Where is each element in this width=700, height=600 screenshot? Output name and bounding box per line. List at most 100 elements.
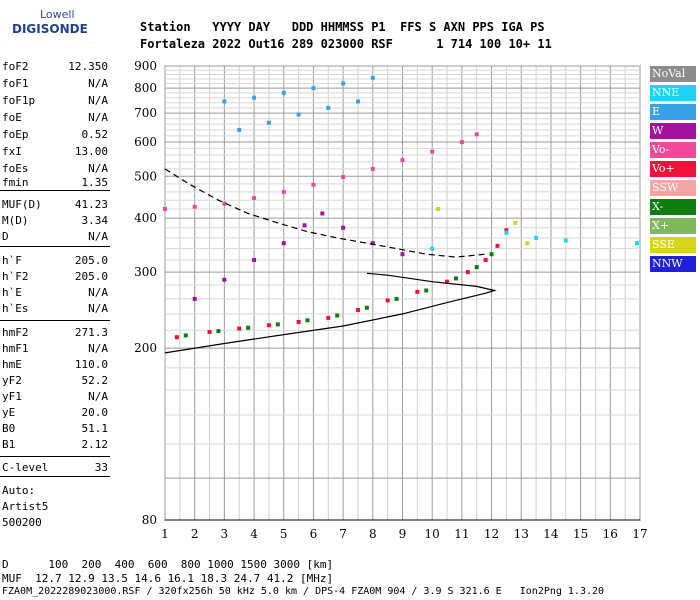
param-row: B0 51.1 [2,422,108,440]
param-row: D N/A [2,230,108,248]
data-point [311,86,316,91]
param-name: hmF2 [2,326,29,339]
param-name: B0 [2,422,16,435]
param-row: hmE 110.0 [2,358,108,376]
param-separator-5 [0,476,110,477]
param-name: foEs [2,162,29,175]
param-name: h`F [2,254,22,267]
data-point [281,189,286,194]
param-row: hmF1 N/A [2,342,108,360]
param-name: foF1p [2,94,36,107]
data-point [341,81,346,86]
x-tick-label: 6 [310,527,318,541]
param-row: C-level 33 [2,461,108,479]
x-tick-label: 2 [191,527,199,541]
param-value: 1.35 [81,176,109,189]
x-tick-label: 3 [221,527,229,541]
param-value: 205.0 [74,270,108,283]
param-name: foEp [2,128,29,141]
data-point [504,228,509,233]
param-value: N/A [88,162,108,175]
param-name: C-level [2,461,49,474]
footer-distance-row: D 100 200 400 600 800 1000 1500 3000 [km… [2,558,334,571]
param-name: h`F2 [2,270,29,283]
x-tick-label: 13 [514,527,529,541]
footer-file-info: FZA0M_2022289023000.RSF / 320fx256h 50 k… [2,586,605,597]
x-tick-label: 7 [339,527,347,541]
logo-digisonde-text: DIGISONDE [12,22,88,36]
param-value: N/A [88,111,108,124]
param-name: M(D) [2,214,29,227]
param-row: foEs N/A [2,162,108,180]
data-point [445,279,450,284]
legend-item: NNW [650,256,696,272]
param-row: foEp 0.52 [2,128,108,146]
param-row: MUF(D) 41.23 [2,198,108,216]
data-point [525,241,530,246]
data-point [370,75,375,80]
y-tick-label: 800 [134,81,157,95]
auto-label: Auto: [2,484,36,497]
data-point [341,225,346,230]
data-point [495,243,500,248]
param-value: 12.350 [68,60,108,73]
param-row: h`E N/A [2,286,108,304]
param-value: 51.1 [81,422,109,435]
x-tick-label: 4 [250,527,258,541]
data-point [222,277,227,282]
param-separator-2 [0,246,110,247]
data-point [385,298,390,303]
data-point [222,99,227,104]
data-point [192,296,197,301]
param-name: MUF(D) [2,198,42,211]
param-name: fmin [2,176,29,189]
legend-item: SSE [650,237,696,253]
param-row: foF1p N/A [2,94,108,112]
x-tick-label: 5 [280,527,288,541]
data-point [326,315,331,320]
param-name: fxI [2,145,22,158]
x-tick-label: 9 [399,527,407,541]
param-value: 52.2 [81,374,109,387]
param-value: 2.12 [81,438,109,451]
x-tick-label: 16 [603,527,618,541]
data-point [207,329,212,334]
x-tick-label: 17 [632,527,647,541]
param-separator-1 [0,190,110,191]
param-name: foE [2,111,22,124]
param-value: N/A [88,302,108,315]
param-name: foF1 [2,77,29,90]
y-tick-label: 600 [134,135,157,149]
param-value: 110.0 [74,358,108,371]
data-point [296,112,301,117]
legend-item: Vo+ [650,161,696,177]
data-point [504,230,509,235]
param-name: hmF1 [2,342,29,355]
param-value: N/A [88,286,108,299]
param-row: yE 20.0 [2,406,108,424]
param-value: N/A [88,342,108,355]
param-name: h`E [2,286,22,299]
param-name: yF2 [2,374,22,387]
y-tick-label: 700 [134,106,157,120]
data-point [430,149,435,154]
data-point [400,158,405,163]
param-name: h`Es [2,302,29,315]
x-tick-label: 1 [161,527,169,541]
legend-item: Vo- [650,142,696,158]
data-point [355,308,360,313]
x-tick-label: 8 [369,527,377,541]
data-point [326,105,331,110]
data-point [192,204,197,209]
param-name: yF1 [2,390,22,403]
profile-line [164,272,497,354]
param-value: 3.34 [81,214,109,227]
y-tick-label: 400 [134,211,157,225]
y-tick-label: 300 [134,265,157,279]
data-point [436,206,441,211]
data-point [320,211,325,216]
y-tick-label: 80 [142,513,157,527]
data-point [513,220,518,225]
legend-item: NNE [650,85,696,101]
auto-program: Artist5 [2,500,49,513]
